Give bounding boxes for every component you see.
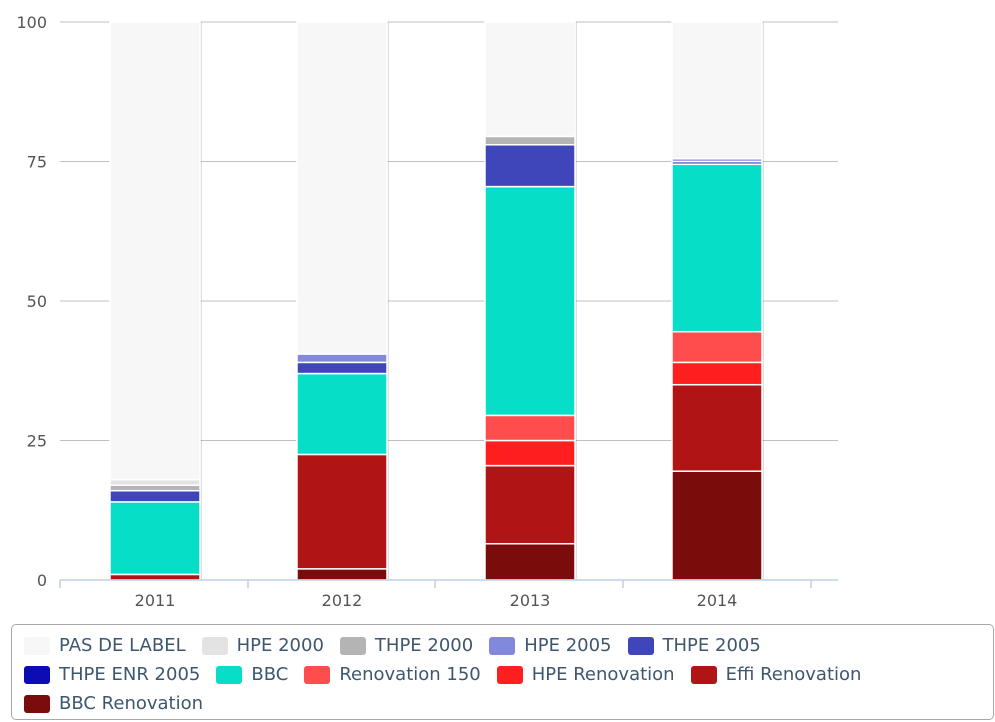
bar-segment[interactable]	[296, 361, 388, 375]
bar-segment[interactable]	[671, 361, 763, 386]
legend-swatch	[496, 665, 523, 684]
bar-segment[interactable]	[484, 185, 576, 417]
legend-swatch	[24, 694, 50, 713]
legend-item[interactable]: THPE 2005	[627, 635, 761, 656]
y-tick-label: 75	[27, 153, 47, 172]
bar-segment[interactable]	[484, 464, 576, 545]
bar-segment[interactable]	[109, 21, 201, 481]
legend-item[interactable]: HPE 2000	[201, 635, 324, 656]
legend-label: THPE 2000	[374, 635, 474, 656]
legend-label: Effi Renovation	[725, 664, 862, 685]
legend-swatch	[201, 636, 228, 655]
legend-label: THPE ENR 2005	[59, 664, 201, 685]
legend-swatch	[216, 665, 243, 684]
x-tick-label: 2012	[322, 591, 363, 610]
legend-item[interactable]: BBC Renovation	[24, 693, 203, 714]
bar-segment[interactable]	[296, 21, 388, 355]
bar-segment[interactable]	[109, 478, 201, 486]
y-tick-label: 0	[37, 571, 47, 590]
bar-segment[interactable]	[671, 330, 763, 364]
legend-item[interactable]: THPE 2000	[339, 635, 474, 656]
legend-label: HPE 2005	[524, 635, 612, 656]
bar-segment[interactable]	[484, 542, 576, 581]
legend-label: PAS DE LABEL	[59, 635, 186, 656]
bars	[109, 21, 764, 581]
legend-swatch	[24, 665, 50, 684]
bar-segment[interactable]	[484, 439, 576, 467]
legend-label: HPE 2000	[236, 635, 324, 656]
legend-label: THPE 2005	[662, 635, 761, 656]
legend-item[interactable]: PAS DE LABEL	[24, 635, 186, 656]
y-axis: 0 25 50 75 100	[16, 13, 47, 590]
bar-segment[interactable]	[109, 484, 201, 492]
bar-segment[interactable]	[296, 453, 388, 570]
legend-label: HPE Renovation	[531, 664, 675, 685]
legend-item[interactable]: HPE 2005	[489, 635, 612, 656]
legend-swatch	[627, 636, 654, 655]
legend-item[interactable]: Effi Renovation	[690, 664, 862, 685]
legend-row-3: BBC Renovation	[24, 693, 219, 714]
stacked-bar-chart: 0 25 50 75 100 2011 2012 2013 2014	[16, 13, 838, 610]
y-tick-label: 50	[27, 292, 47, 311]
bar-segment[interactable]	[296, 353, 388, 364]
bar-segment[interactable]	[484, 21, 576, 138]
bar-segment[interactable]	[109, 501, 201, 576]
legend-swatch	[339, 636, 366, 655]
legend-swatch	[690, 665, 717, 684]
legend-swatch	[489, 636, 516, 655]
bar-segment[interactable]	[484, 135, 576, 146]
legend-item[interactable]: THPE ENR 2005	[24, 664, 200, 685]
bar-segment[interactable]	[671, 383, 763, 472]
bar-segment[interactable]	[671, 470, 763, 581]
x-tick-label: 2014	[697, 591, 738, 610]
x-axis: 2011 2012 2013 2014	[59, 579, 838, 610]
legend-label: Renovation 150	[339, 664, 481, 685]
bar-segment[interactable]	[296, 372, 388, 456]
bar-segment[interactable]	[109, 489, 201, 503]
chart-legend: PAS DE LABEL HPE 2000 THPE 2000 HPE 2005 THP…	[11, 624, 994, 720]
legend-item[interactable]: BBC	[216, 664, 288, 685]
legend-label: BBC	[251, 664, 289, 685]
legend-item[interactable]: HPE Renovation	[496, 664, 675, 685]
bar-segment[interactable]	[109, 573, 201, 581]
y-tick-label: 100	[16, 13, 47, 32]
bar-segment[interactable]	[484, 414, 576, 442]
y-tick-label: 25	[27, 432, 47, 451]
legend-label: BBC Renovation	[59, 693, 204, 714]
bar-segment[interactable]	[671, 163, 763, 333]
legend-row-2: THPE ENR 2005 BBC Renovation 150 HPE Renova…	[24, 664, 877, 685]
legend-swatch	[24, 636, 50, 655]
bar-segment[interactable]	[296, 568, 388, 581]
x-tick-label: 2011	[135, 591, 176, 610]
legend-swatch	[304, 665, 331, 684]
bar-segment[interactable]	[484, 144, 576, 188]
legend-row-1: PAS DE LABEL HPE 2000 THPE 2000 HPE 2005 THP…	[24, 635, 777, 656]
x-tick-label: 2013	[510, 591, 551, 610]
legend-item[interactable]: Renovation 150	[304, 664, 481, 685]
bar-segment[interactable]	[671, 21, 763, 160]
